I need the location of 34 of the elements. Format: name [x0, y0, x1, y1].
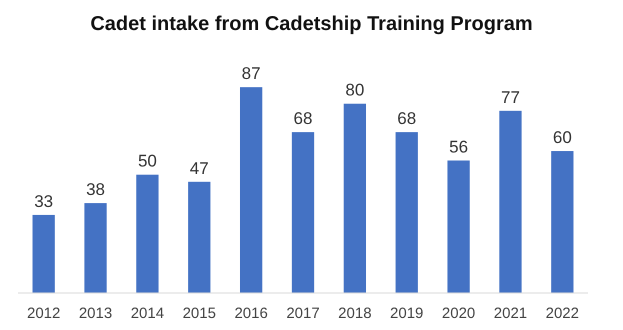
x-tick-label: 2022: [546, 305, 580, 322]
x-tick-label: 2019: [390, 305, 424, 322]
data-label: 87: [242, 64, 261, 84]
data-label: 56: [449, 138, 468, 157]
bar: [551, 151, 574, 293]
bar: [32, 214, 55, 293]
bar: [292, 132, 314, 293]
data-label: 60: [552, 128, 572, 148]
bar: [136, 174, 159, 293]
data-label: 68: [294, 109, 312, 128]
data-label: 47: [190, 158, 209, 178]
x-tick-label: 2012: [26, 305, 60, 322]
x-tick-label: 2021: [494, 305, 528, 322]
bar: [447, 160, 470, 293]
bar: [499, 110, 522, 293]
bar: [344, 104, 366, 293]
bar: [396, 132, 418, 293]
data-label: 68: [397, 109, 416, 128]
x-tick-label: 2017: [286, 305, 320, 322]
x-tick-label: 2013: [78, 305, 112, 322]
x-tick-label: 2015: [182, 305, 216, 322]
bar: [240, 87, 262, 293]
data-label: 80: [345, 80, 364, 100]
bar: [84, 203, 107, 293]
bar: [188, 182, 210, 293]
data-label: 50: [138, 152, 157, 171]
x-tick-label: 2018: [338, 305, 372, 322]
data-label: 77: [501, 88, 520, 107]
x-tick-label: 2016: [234, 305, 268, 322]
chart-title: Cadet intake from Cadetship Training Program: [90, 13, 533, 35]
data-label: 33: [34, 192, 54, 211]
x-tick-label: 2014: [130, 305, 164, 322]
x-tick-label: 2020: [442, 305, 476, 322]
data-label: 38: [86, 180, 105, 200]
